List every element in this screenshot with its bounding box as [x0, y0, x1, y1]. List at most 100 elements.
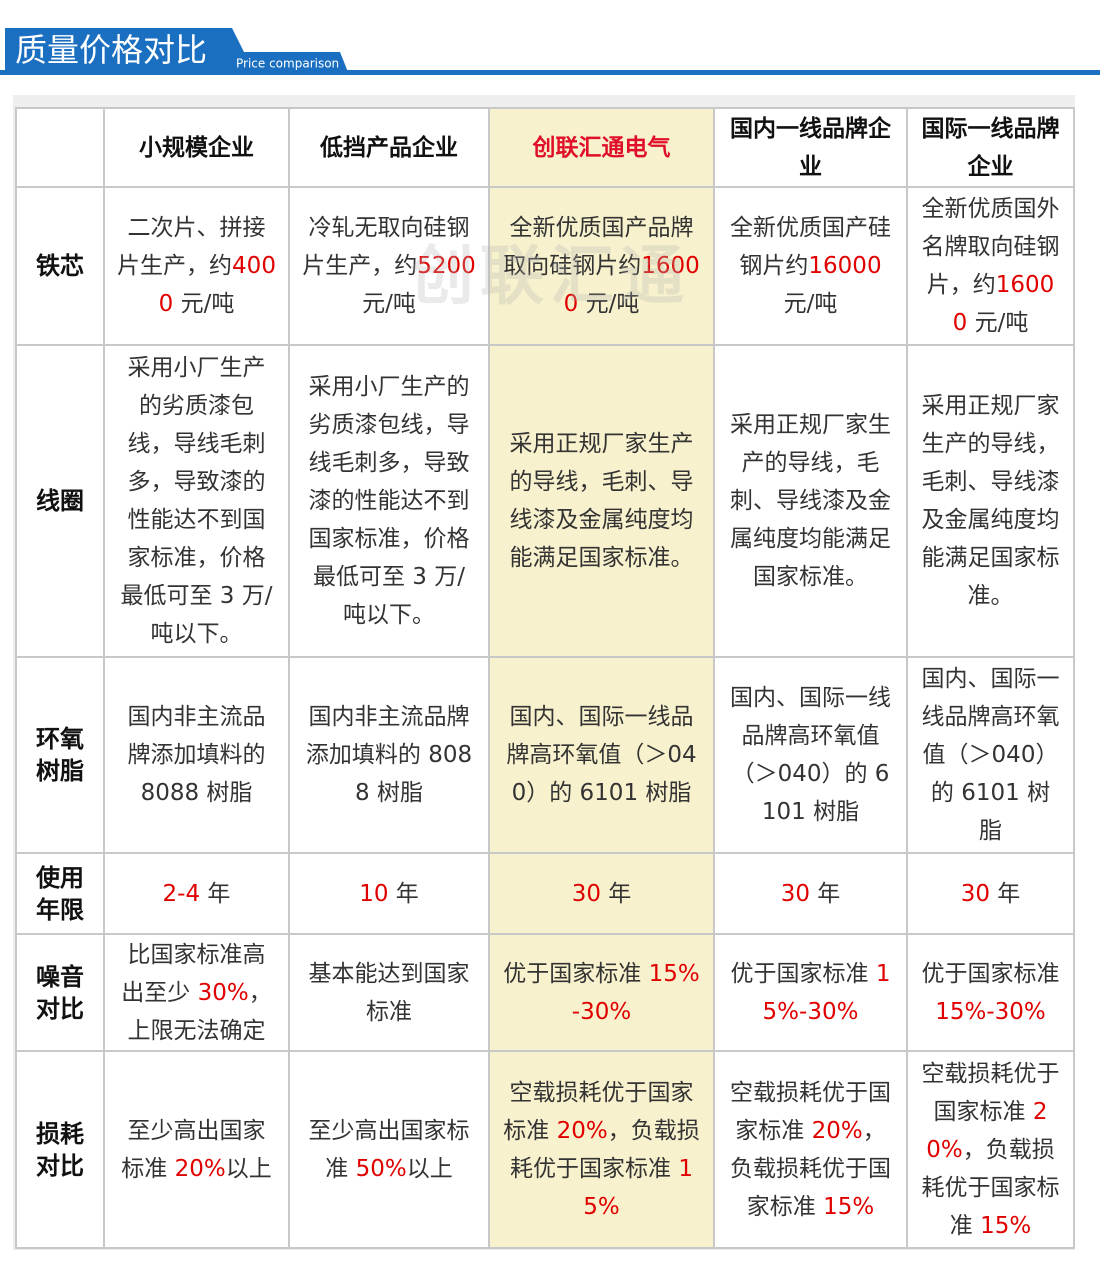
table-cell: 10 年	[288, 852, 490, 935]
cell-text: 采用小厂生产的劣质漆包线，导线毛刺多，导致漆的性能达不到国家标准，价格最低可至 …	[120, 355, 273, 647]
cell-text: 年	[809, 880, 841, 907]
table-cell: 国内非主流品牌添加填料的 8088 树脂	[288, 656, 490, 854]
cell-text: 16000	[952, 272, 1055, 336]
table-cell: 比国家标准高出至少 30%，上限无法确定	[103, 933, 290, 1052]
cell-text: 年	[388, 880, 419, 907]
table-cell: 至少高出国家标准 50%以上	[288, 1050, 490, 1249]
cell-text: 国内、国际一线品牌高环氧值（＞040）的 6101 树脂	[506, 704, 697, 806]
row-label: 铁芯	[15, 186, 105, 346]
cell-text: 20%	[174, 1155, 226, 1182]
table-row: 噪音对比 比国家标准高出至少 30%，上限无法确定 基本能达到国家标准 优于国家标准 …	[15, 933, 1075, 1052]
cell-text: 2-4	[162, 880, 201, 907]
cell-text: 采用正规厂家生产的导线，毛刺、导线漆及金属纯度均能满足国家标准。	[509, 431, 694, 571]
table-cell: 全新优质国产硅钢片约16000 元/吨	[713, 186, 908, 346]
column-header: 创联汇通电气	[488, 107, 715, 188]
table-cell: 采用小厂生产的劣质漆包线，导线毛刺多，导致漆的性能达不到国家标准，价格最低可至 …	[103, 344, 290, 658]
table-cell: 空载损耗优于国家标准 20%，负载损耗优于国家标准 15%	[488, 1050, 715, 1249]
cell-text: 国内非主流品牌添加填料的 8088 树脂	[127, 704, 266, 806]
cell-text: 16000	[563, 253, 700, 317]
cell-text: 15%	[583, 1155, 693, 1220]
cell-text: ，负载损耗优于国家标准	[921, 1136, 1060, 1239]
column-header: 低挡产品企业	[288, 107, 490, 188]
corner-cell	[15, 107, 105, 188]
banner-line	[0, 70, 1100, 75]
table-cell: 国内、国际一线品牌高环氧值（＞040）的 6101 树脂	[488, 656, 715, 854]
cell-text: 以上	[225, 1155, 272, 1182]
cell-text: 15%-30%	[762, 960, 891, 1025]
cell-text: 15%-30%	[935, 998, 1046, 1025]
table-row: 环氧树脂 国内非主流品牌添加填料的 8088 树脂 国内非主流品牌添加填料的 808…	[15, 656, 1075, 854]
cell-text: 元/吨	[967, 310, 1029, 336]
cell-text: 元/吨	[783, 291, 838, 317]
cell-text: 4000	[158, 253, 276, 317]
table-cell: 采用正规厂家生产的导线，毛刺、导线漆及金属纯度均能满足国家标准。	[713, 344, 908, 658]
cell-text: 空载损耗优于国家标准	[503, 1079, 694, 1144]
table-cell: 国内非主流品牌添加填料的 8088 树脂	[103, 656, 290, 854]
table-cell: 二次片、拼接片生产，约4000 元/吨	[103, 186, 290, 346]
banner: 质量价格对比 Price comparison	[0, 28, 1100, 75]
row-label: 环氧树脂	[15, 656, 105, 854]
cell-text: 冷轧无取向硅钢片生产，约	[302, 215, 470, 279]
cell-text: 15%-30%	[571, 960, 700, 1025]
cell-text: ，负载损耗优于国家标准	[730, 1117, 891, 1220]
cell-text: 20%	[926, 1098, 1048, 1163]
cell-text: ，上限无法确定	[127, 979, 272, 1044]
cell-text: 元/吨	[578, 291, 640, 317]
table-cell: 国内、国际一线品牌高环氧值（＞040）的 6101 树脂	[713, 656, 908, 854]
cell-text: 元/吨	[362, 291, 416, 317]
cell-text: 至少高出国家标准	[308, 1117, 470, 1182]
table-cell: 采用正规厂家生产的导线，毛刺、导线漆及金属纯度均能满足国家标准。	[488, 344, 715, 658]
cell-text: 5200	[417, 253, 476, 279]
row-label: 线圈	[15, 344, 105, 658]
row-label: 噪音对比	[15, 933, 105, 1052]
table-cell: 2-4 年	[103, 852, 290, 935]
cell-text: 15%	[823, 1193, 875, 1220]
cell-text: 50%	[355, 1155, 407, 1182]
cell-text: 15%	[980, 1212, 1032, 1239]
cell-text: 空载损耗优于国家标准	[730, 1079, 891, 1144]
table-cell: 优于国家标准 15%-30%	[906, 933, 1075, 1052]
cell-text: 二次片、拼接片生产，约	[117, 215, 266, 279]
cell-text: 30%	[197, 979, 249, 1006]
table-cell: 优于国家标准 15%-30%	[713, 933, 908, 1052]
header-row: 小规模企业 低挡产品企业 创联汇通电气 国内一线品牌企业 国际一线品牌企业	[15, 107, 1075, 188]
cell-text: 优于国家标准	[503, 960, 649, 987]
banner-tab	[5, 28, 348, 72]
row-label: 使用年限	[15, 852, 105, 935]
table-cell: 至少高出国家标准 20%以上	[103, 1050, 290, 1249]
cell-text: 年	[989, 880, 1021, 907]
table-cell: 空载损耗优于国家标准 20%，负载损耗优于国家标准 15%	[713, 1050, 908, 1249]
cell-text: 20%	[556, 1117, 608, 1144]
table-cell: 冷轧无取向硅钢片生产，约5200 元/吨	[288, 186, 490, 346]
cell-text: ，负载损耗优于国家标准	[510, 1117, 700, 1182]
cell-text: 优于国家标准	[730, 960, 876, 987]
table-row: 损耗对比 至少高出国家标准 20%以上 至少高出国家标准 50%以上 空载损耗优于国家…	[15, 1050, 1075, 1249]
column-header: 小规模企业	[103, 107, 290, 188]
cell-text: 30	[571, 880, 601, 907]
cell-text: 采用正规厂家生产的导线，毛刺、导线漆及金属纯度均能满足国家标准。	[730, 412, 891, 590]
cell-text: 空载损耗优于国家标准	[921, 1060, 1060, 1125]
cell-text: 全新优质国产硅钢片约	[730, 215, 891, 279]
cell-text: 全新优质国外名牌取向硅钢片，约	[921, 196, 1060, 298]
row-label: 损耗对比	[15, 1050, 105, 1249]
table-cell: 采用正规厂家生产的导线，毛刺、导线漆及金属纯度均能满足国家标准。	[906, 344, 1075, 658]
table-cell: 基本能达到国家标准	[288, 933, 490, 1052]
table-cell: 30 年	[906, 852, 1075, 935]
table-row: 铁芯 二次片、拼接片生产，约4000 元/吨 冷轧无取向硅钢片生产，约5200 元/…	[15, 186, 1075, 346]
cell-text: 10	[359, 880, 389, 907]
cell-text: 30	[960, 880, 990, 907]
cell-text: 16000	[808, 253, 882, 279]
cell-text: 国内、国际一线品牌高环氧值（＞040）的 6101 树脂	[921, 666, 1060, 844]
table-cell: 采用小厂生产的劣质漆包线，导线毛刺多，导致漆的性能达不到国家标准，价格最低可至 …	[288, 344, 490, 658]
cell-text: 至少高出国家标准	[121, 1117, 266, 1182]
cell-text: 国内非主流品牌添加填料的 8088 树脂	[305, 704, 473, 806]
cell-text: 优于国家标准	[921, 960, 1060, 987]
column-header: 国内一线品牌企业	[713, 107, 908, 188]
cell-text: 30	[780, 880, 810, 907]
cell-text: 年	[600, 880, 632, 907]
cell-text: 基本能达到国家标准	[308, 960, 470, 1025]
table-row: 线圈 采用小厂生产的劣质漆包线，导线毛刺多，导致漆的性能达不到国家标准，价格最低可…	[15, 344, 1075, 658]
table-cell: 全新优质国外名牌取向硅钢片，约16000 元/吨	[906, 186, 1075, 346]
table-cell: 空载损耗优于国家标准 20%，负载损耗优于国家标准 15%	[906, 1050, 1075, 1249]
